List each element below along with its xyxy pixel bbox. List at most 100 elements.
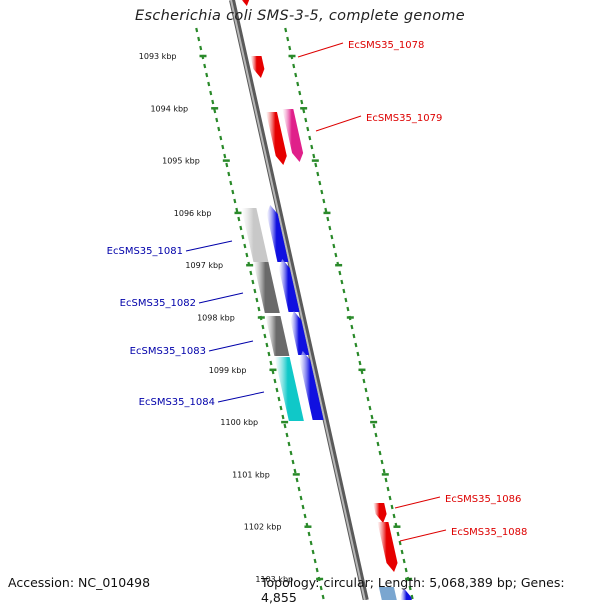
feature-block-dark-2	[265, 316, 290, 356]
gene-arrow-1078	[250, 56, 265, 78]
gene-label-leader	[394, 496, 441, 509]
guide-dot	[286, 36, 290, 42]
guide-dot	[287, 441, 291, 447]
guide-dot	[205, 72, 209, 78]
guide-dot	[211, 99, 215, 105]
gene-label-leader	[315, 115, 362, 132]
guide-dot	[217, 126, 221, 132]
guide-dot	[295, 477, 299, 483]
guide-dot	[308, 135, 312, 141]
guide-dot	[398, 540, 402, 546]
guide-dot	[304, 117, 308, 123]
gene-label-ecsms35_1086: EcSMS35_1086	[445, 494, 521, 505]
guide-dot	[297, 486, 301, 492]
gene-label-ecsms35_1078: EcSMS35_1078	[348, 40, 424, 51]
gene-label-leader	[399, 529, 447, 542]
gene-arrow-1082	[278, 259, 300, 312]
guide-dot	[277, 396, 281, 402]
guide-dot	[195, 27, 199, 33]
guide-dot	[209, 90, 213, 96]
gene-label-leader	[198, 292, 244, 304]
guide-dot	[300, 99, 304, 105]
guide-dot	[299, 495, 303, 501]
guide-dot	[273, 378, 277, 384]
guide-dot	[213, 108, 217, 114]
gene-label-leader	[208, 340, 254, 352]
gene-arrow-1079a	[265, 112, 287, 165]
guide-dot	[215, 117, 219, 123]
guide-dot	[233, 198, 237, 204]
guide-dot	[255, 297, 259, 303]
gene-arrow-1084	[299, 351, 324, 420]
guide-dot	[366, 396, 370, 402]
guide-dot	[279, 405, 283, 411]
guide-dot	[283, 423, 287, 429]
genome-backbone	[230, 0, 366, 601]
gene-arrow-1088	[377, 522, 398, 572]
feature-block-cyan	[274, 357, 304, 421]
guide-dot	[311, 549, 315, 555]
guide-dot	[293, 468, 297, 474]
kbp-tick-label: 1103 kbp	[255, 575, 293, 584]
guide-dot	[313, 558, 317, 564]
guide-dot	[354, 342, 358, 348]
kbp-tick-label: 1099 kbp	[209, 366, 247, 375]
guide-dot	[251, 279, 255, 285]
guide-dot	[303, 513, 307, 519]
guide-dot	[392, 513, 396, 519]
guide-dot	[342, 288, 346, 294]
guide-dot	[388, 495, 392, 501]
guide-dot	[243, 243, 247, 249]
guide-dot	[364, 387, 368, 393]
guide-dot	[301, 504, 305, 510]
gene-label-ecsms35_1081: EcSMS35_1081	[107, 246, 183, 257]
feature-block-bottom	[378, 587, 397, 600]
guide-dot	[316, 171, 320, 177]
gene-arrow-1086	[373, 503, 387, 523]
guide-dot	[376, 441, 380, 447]
guide-dot	[306, 126, 310, 132]
guide-dot	[410, 594, 414, 600]
guide-dot	[350, 324, 354, 330]
kbp-tick-label: 1094 kbp	[150, 104, 188, 113]
guide-dot	[332, 243, 336, 249]
guide-dot	[207, 81, 211, 87]
kbp-tick-label: 1096 kbp	[174, 209, 212, 218]
guide-dot	[245, 252, 249, 258]
kbp-tick-label: 1095 kbp	[162, 157, 200, 166]
guide-dot	[197, 36, 201, 42]
feature-block-dark-1	[253, 262, 280, 313]
gene-arrow-1083	[290, 311, 310, 355]
gene-label-leader	[217, 391, 265, 403]
gene-label-ecsms35_1088: EcSMS35_1088	[451, 527, 527, 538]
guide-dot	[340, 279, 344, 285]
guide-dot	[384, 477, 388, 483]
kbp-tick-label: 1097 kbp	[185, 261, 223, 270]
guide-dot	[267, 351, 271, 357]
kbp-tick-label: 1098 kbp	[197, 314, 235, 323]
guide-dot	[402, 558, 406, 564]
guide-dot	[328, 225, 332, 231]
guide-dot	[307, 531, 311, 537]
gene-arrow-1079b	[282, 109, 304, 162]
guide-dot	[231, 189, 235, 195]
guide-dot	[275, 387, 279, 393]
guide-dot	[239, 225, 243, 231]
guide-dot	[362, 378, 366, 384]
guide-dot	[253, 288, 257, 294]
guide-dot	[334, 252, 338, 258]
guide-dot	[284, 27, 288, 33]
guide-dot	[294, 72, 298, 78]
guide-dot	[225, 162, 229, 168]
guide-dot	[291, 459, 295, 465]
gene-label-ecsms35_1083: EcSMS35_1083	[130, 346, 206, 357]
guide-dot	[227, 171, 231, 177]
guide-dot	[229, 180, 233, 186]
right-dotted-guide	[284, 27, 414, 600]
guide-dot	[318, 180, 322, 186]
guide-dot	[281, 414, 285, 420]
gene-label-ecsms35_1082: EcSMS35_1082	[120, 298, 196, 309]
guide-dot	[263, 333, 267, 339]
guide-dot	[404, 567, 408, 573]
guide-dot	[382, 468, 386, 474]
